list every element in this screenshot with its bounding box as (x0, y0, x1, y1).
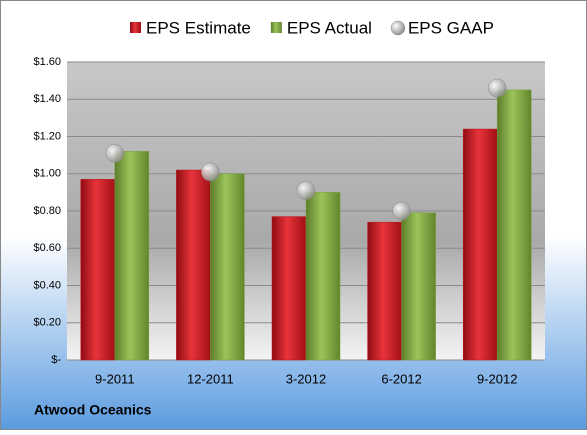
y-tick-label: $1.20 (33, 130, 61, 142)
y-tick-label: $0.60 (33, 242, 61, 254)
y-tick-label: $0.80 (33, 205, 61, 217)
y-tick-label: $0.40 (33, 279, 61, 291)
x-tick-label: 12-2011 (187, 371, 234, 386)
bar (271, 216, 307, 361)
marker (105, 144, 125, 163)
legend-label: EPS GAAP (408, 18, 494, 37)
marker (487, 78, 507, 98)
legend-swatch (130, 22, 141, 33)
legend-label: EPS Actual (287, 18, 372, 37)
x-tick-label: 6-2012 (381, 371, 421, 386)
bar (176, 169, 211, 361)
y-tick-label: $1.40 (33, 93, 61, 105)
x-tick-label: 3-2012 (286, 371, 326, 386)
marker (392, 201, 411, 221)
bar (367, 221, 402, 361)
legend-swatch (390, 20, 406, 36)
bar (305, 192, 341, 361)
bar (114, 151, 150, 361)
bar (462, 128, 498, 361)
y-tick-label: $0.20 (33, 317, 61, 329)
legend-label: EPS Estimate (146, 18, 251, 37)
bar (80, 179, 116, 361)
bar (401, 212, 436, 361)
legend-swatch (270, 22, 282, 33)
y-tick-label: $- (51, 354, 61, 366)
y-tick-label: $1.00 (33, 168, 61, 180)
bar (210, 173, 245, 361)
x-tick-label: 9-2012 (477, 371, 517, 386)
x-tick-label: 9-2011 (95, 371, 135, 386)
y-tick-label: $1.60 (33, 56, 61, 68)
source: Atwood Oceanics (34, 402, 152, 418)
bar (496, 89, 532, 361)
marker (201, 162, 220, 182)
marker (296, 181, 316, 200)
